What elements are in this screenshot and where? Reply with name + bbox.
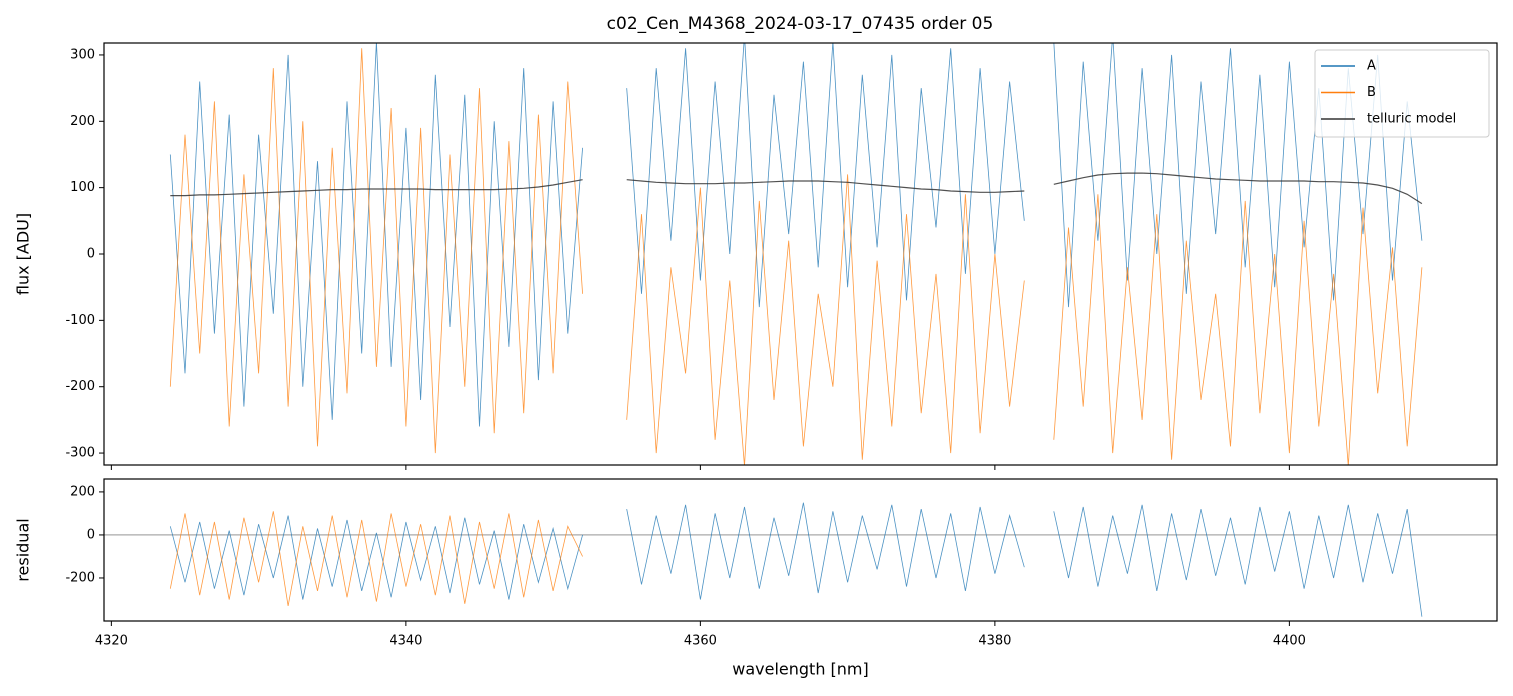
y-tick-label: -200 [65,570,95,585]
chart-title: c02_Cen_M4368_2024-03-17_07435 order 05 [607,14,994,34]
x-tick-label: 4320 [95,634,128,649]
y-tick-label: -300 [65,446,95,461]
y-tick-label: 200 [70,484,95,499]
y-tick-label: 100 [70,180,95,195]
legend-label: telluric model [1367,112,1456,127]
legend-box [1314,49,1490,138]
y-axis-label: residual [14,518,33,581]
y-axis-label: flux [ADU] [14,213,33,295]
x-tick-label: 4340 [389,634,422,649]
series-line [169,511,583,606]
x-tick-label: 4360 [684,634,717,649]
legend-label: B [1367,85,1376,100]
x-tick-label: 4400 [1273,634,1306,649]
plot-area [104,502,1497,617]
y-tick-label: 0 [87,247,95,262]
y-tick-label: 200 [70,114,95,129]
series-line [169,48,1423,465]
series-line [170,172,1423,205]
y-tick-label: -100 [65,313,95,328]
series-line [169,502,1423,617]
x-tick-label: 4380 [978,634,1011,649]
y-tick-label: -200 [65,379,95,394]
axes-frame [103,478,1498,622]
plot-area [169,43,1423,465]
x-axis-label: wavelength [nm] [732,660,869,679]
y-tick-label: 0 [87,527,95,542]
y-tick-label: 300 [70,47,95,62]
legend-label: A [1367,59,1376,74]
series-line [169,43,1423,427]
